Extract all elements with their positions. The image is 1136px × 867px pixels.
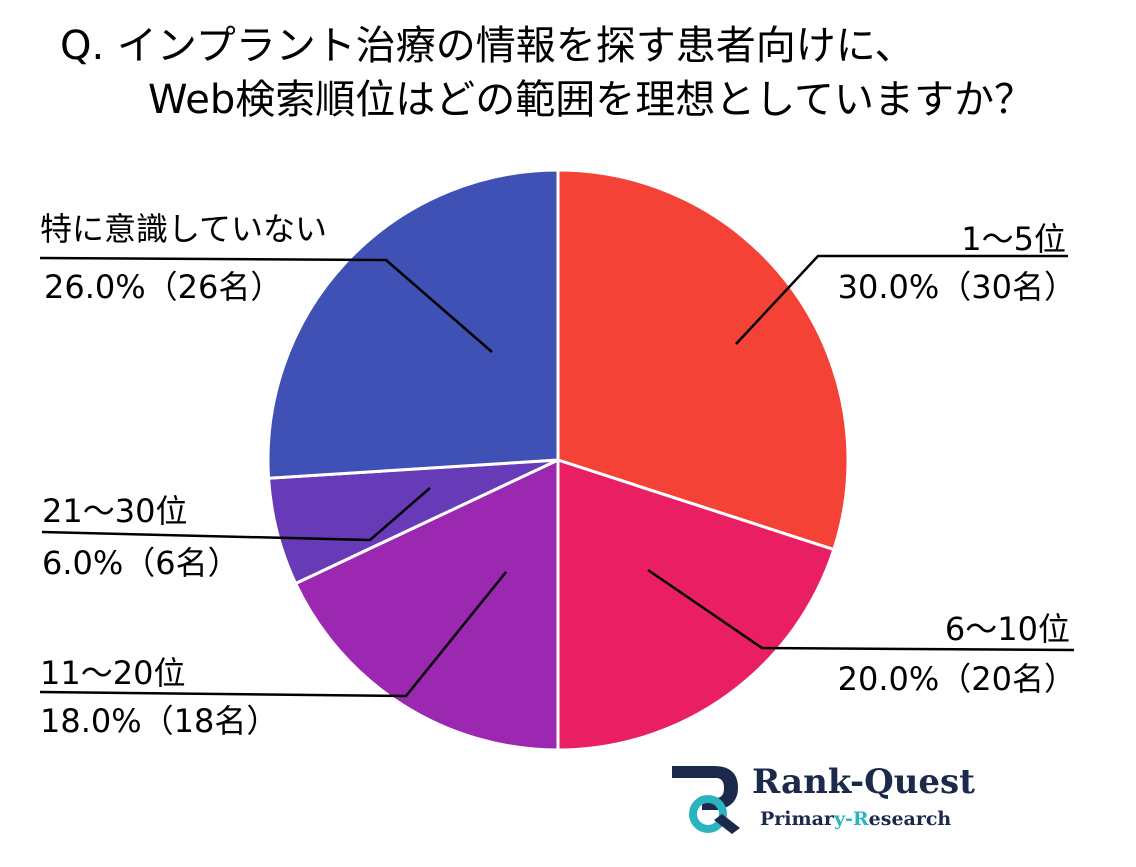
leader-line-6-10 [647, 568, 1075, 652]
leader-line-21-30 [41, 487, 431, 542]
logo-subtitle: Primary-Research [760, 808, 951, 830]
logo-name: Rank-Quest [752, 762, 975, 802]
slice-value-1-5: 30.0%（30名） [838, 268, 1076, 306]
leader-line-not-conscious [39, 256, 493, 353]
pie-slice-not-conscious [266, 168, 560, 480]
pie-slice-1-5 [556, 168, 850, 552]
chart-title-line-2: Web検索順位はどの範囲を理想としていますか？ [148, 77, 1035, 123]
pie-slice-11-20 [293, 457, 560, 752]
slice-value-not-conscious: 26.0%（26名） [44, 268, 282, 306]
chart-title-line-1: Q. インプラント治療の情報を探す患者向けに、 [60, 23, 915, 69]
leader-line-11-20 [39, 571, 507, 698]
slice-label-21-30: 21〜30位 [42, 492, 187, 530]
logo-subtitle-part1: Primar [760, 808, 834, 830]
leader-lines [39, 254, 1075, 698]
slice-label-11-20: 11〜20位 [40, 654, 185, 692]
pie-slice-6-10 [556, 457, 836, 752]
rank-quest-logo-icon [672, 766, 740, 834]
slice-label-6-10: 6〜10位 [945, 610, 1070, 648]
pie-slices [266, 168, 850, 752]
slice-label-not-conscious: 特に意識していない [40, 210, 327, 248]
rank-quest-logo: Rank-Quest Primary-Research [668, 758, 975, 838]
logo-subtitle-accent: y-R [833, 808, 869, 830]
slice-value-11-20: 18.0%（18名） [40, 702, 278, 740]
logo-subtitle-part2: esearch [868, 808, 952, 830]
slice-value-21-30: 6.0%（6名） [42, 544, 240, 582]
leader-line-1-5 [735, 254, 1068, 345]
slice-value-6-10: 20.0%（20名） [838, 660, 1076, 698]
slice-label-1-5: 1〜5位 [961, 220, 1066, 258]
